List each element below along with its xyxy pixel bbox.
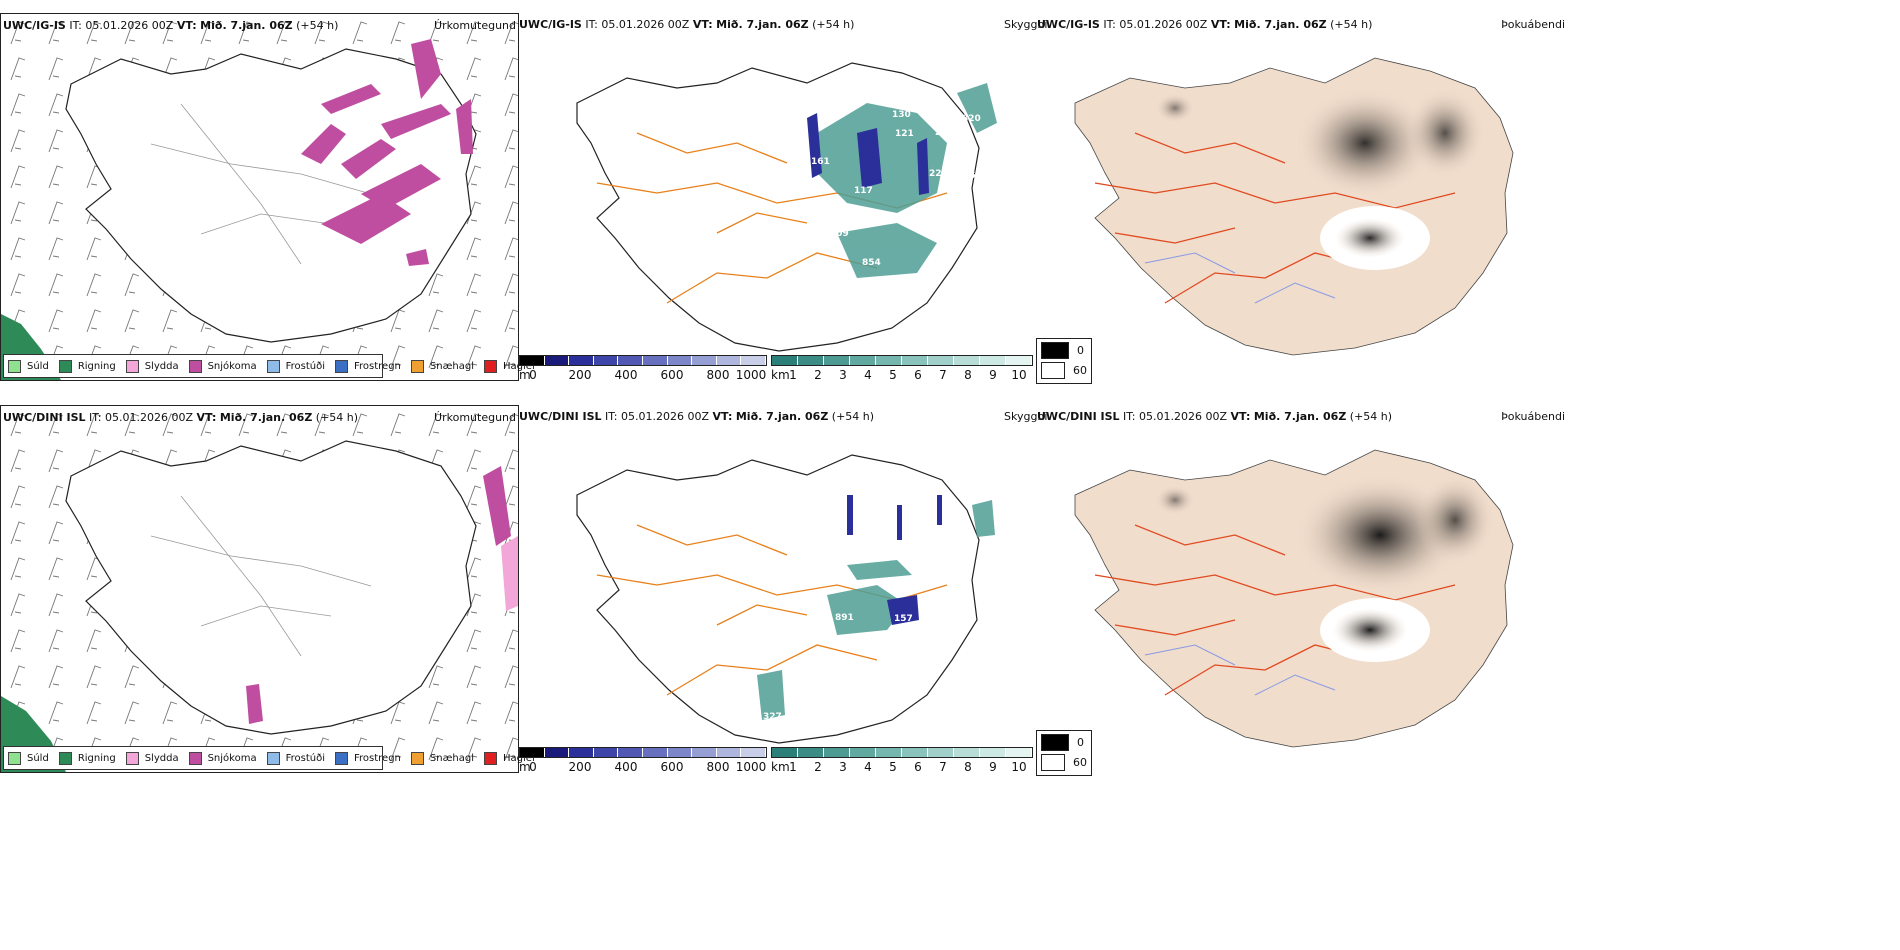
legend-item-5: Frostregn bbox=[335, 359, 401, 373]
legend-item-6: Snæhagl bbox=[410, 359, 474, 373]
legend-item-3: Snjókoma bbox=[188, 359, 257, 373]
lead-time: (+54 h) bbox=[296, 19, 339, 32]
panel-title-precip: Úrkomutegund bbox=[434, 19, 516, 32]
cloud-label: 130 bbox=[892, 110, 911, 120]
cloud-label: 854 bbox=[862, 258, 881, 268]
cloud-label: 327 bbox=[763, 712, 782, 722]
fog-header-bottom: UWC/DINI ISL IT: 05.01.2026 00Z VT: Mið.… bbox=[1037, 410, 1393, 423]
legend-item-0: Súld bbox=[8, 359, 49, 373]
vt-value: Mið. 7.jan. 06Z bbox=[200, 19, 293, 32]
fog-header-top: UWC/IG-IS IT: 05.01.2026 00Z VT: Mið. 7.… bbox=[1037, 18, 1373, 31]
precip-map-top bbox=[1, 14, 518, 380]
vt-label: VT: bbox=[176, 19, 197, 32]
precip-panel-bottom: UWC/DINI ISL IT: 05.01.2026 00Z VT: Mið.… bbox=[0, 405, 535, 773]
cloud-label: 820 bbox=[962, 114, 981, 124]
cloud-label: 161 bbox=[811, 157, 830, 167]
it-value: 05.01.2026 00Z bbox=[85, 19, 174, 32]
legend-item-1: Rigning bbox=[58, 359, 116, 373]
visibility-scale-bottom: km 1 2 3 4 5 6 7 8 9 10 bbox=[771, 747, 1033, 774]
cloud-header-top: UWC/IG-IS IT: 05.01.2026 00Z VT: Mið. 7.… bbox=[519, 18, 855, 31]
legend-item-7: Haglél bbox=[484, 359, 535, 373]
precip-legend-bottom: Súld Rigning Slydda Snjókoma Frostúði Fr… bbox=[3, 746, 535, 770]
panel-title-precip-bottom: Úrkomutegund bbox=[434, 411, 516, 424]
precip-header-bottom: UWC/DINI ISL IT: 05.01.2026 00Z VT: Mið.… bbox=[3, 411, 359, 424]
precip-panel-top: UWC/IG-IS IT: 05.01.2026 00Z VT: Mið. 7.… bbox=[0, 13, 535, 381]
legend-item-2: Slydda bbox=[125, 359, 179, 373]
height-scale-bottom: m 0 200 400 600 800 1000 bbox=[519, 747, 767, 774]
precip-header-top: UWC/IG-IS IT: 05.01.2026 00Z VT: Mið. 7.… bbox=[3, 19, 338, 32]
cloud-label: 225 bbox=[929, 169, 948, 179]
fog-panel-bottom: UWC/DINI ISL IT: 05.01.2026 00Z VT: Mið.… bbox=[1035, 405, 1565, 776]
iceland-outline bbox=[65, 48, 477, 343]
fog-panel-top: UWC/IG-IS IT: 05.01.2026 00Z VT: Mið. 7.… bbox=[1035, 13, 1565, 384]
height-scale-cells bbox=[519, 355, 767, 366]
cloud-panel-bottom: UWC/DINI ISL IT: 05.01.2026 00Z VT: Mið.… bbox=[517, 405, 1047, 774]
panel-title-cloud-bottom: Skyggni bbox=[1004, 410, 1048, 423]
cloud-map-top: 376 130 121 161 117 209 854 820 20 225 3… bbox=[576, 62, 997, 352]
panel-title-cloud: Skyggni bbox=[1004, 18, 1048, 31]
cloud-label: 365 bbox=[963, 171, 982, 181]
cloud-label: 20 bbox=[935, 128, 948, 138]
model-name: UWC/IG-IS bbox=[3, 19, 66, 32]
visibility-scale-cells bbox=[771, 355, 1033, 366]
fog-map-bottom bbox=[1074, 449, 1514, 748]
cloud-label: 308 bbox=[851, 633, 870, 643]
panel-title-fog: Þokuábendi bbox=[1501, 18, 1565, 31]
cloud-label: 209 bbox=[830, 229, 849, 239]
cloud-header-bottom: UWC/DINI ISL IT: 05.01.2026 00Z VT: Mið.… bbox=[519, 410, 875, 423]
cloud-label: 376 bbox=[840, 98, 859, 108]
cloud-map-bottom: 891 157 308 327 bbox=[576, 454, 995, 744]
visibility-scale-top: km 1 2 3 4 5 6 7 8 9 10 bbox=[771, 355, 1033, 382]
fog-scale-bottom: 0 60 bbox=[1036, 730, 1092, 776]
cloud-label: 891 bbox=[835, 613, 854, 623]
precip-map-bottom bbox=[1, 406, 518, 772]
panel-title-fog-bottom: Þokuábendi bbox=[1501, 410, 1565, 423]
height-scale-top: m 0 200 400 600 800 1000 bbox=[519, 355, 767, 382]
cloud-label: 121 bbox=[895, 129, 914, 139]
legend-item-4: Frostúði bbox=[266, 359, 325, 373]
cloud-label: 117 bbox=[854, 186, 873, 196]
cloud-label: 157 bbox=[894, 614, 913, 624]
fog-scale-top: 0 60 bbox=[1036, 338, 1092, 384]
it-label: IT: bbox=[69, 19, 82, 32]
fog-map-top bbox=[1074, 57, 1514, 356]
precip-legend: Súld Rigning Slydda Snjókoma Frostúði Fr… bbox=[3, 354, 535, 378]
cloud-panel-top: UWC/IG-IS IT: 05.01.2026 00Z VT: Mið. 7.… bbox=[517, 13, 1047, 382]
